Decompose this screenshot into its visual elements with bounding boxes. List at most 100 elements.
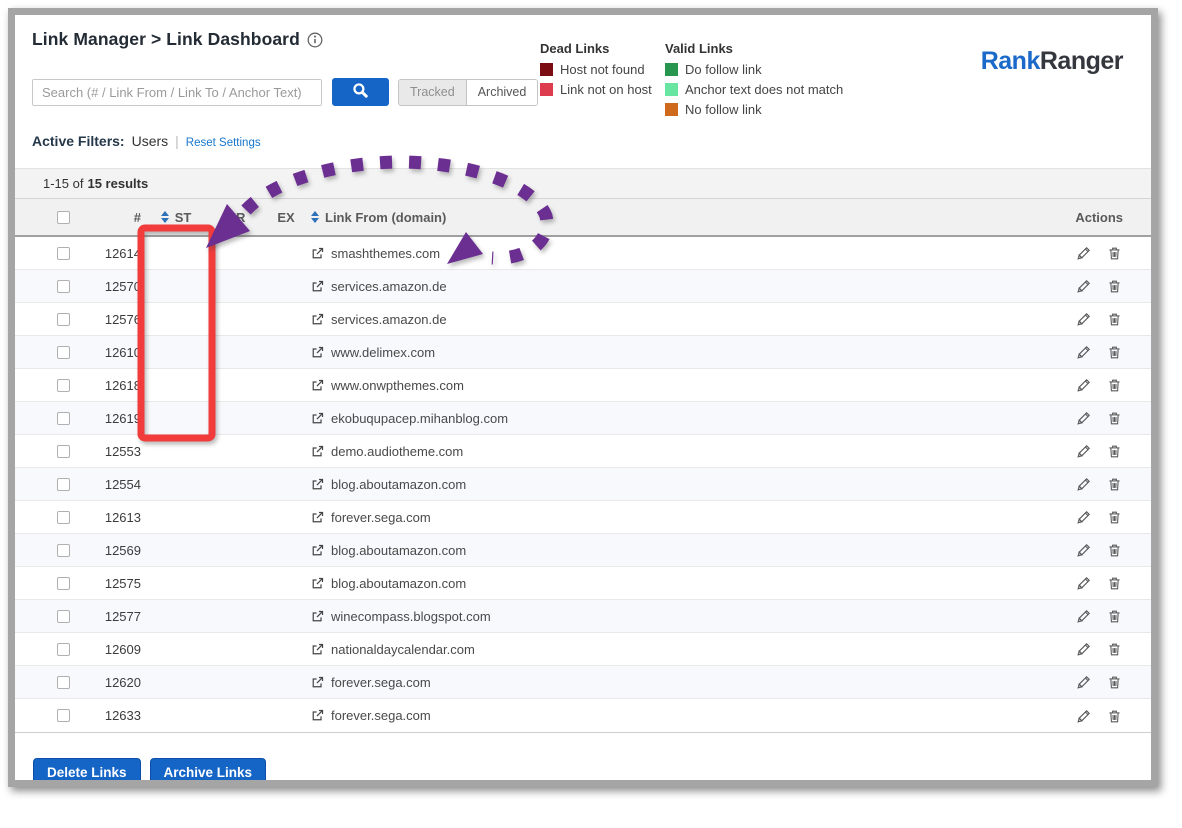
row-id: 12614: [104, 245, 141, 261]
row-checkbox[interactable]: [56, 543, 70, 557]
delete-trash-icon[interactable]: [1107, 575, 1123, 591]
delete-trash-icon[interactable]: [1107, 542, 1123, 558]
edit-pencil-icon[interactable]: [1076, 476, 1092, 492]
domain-text: forever.sega.com: [331, 509, 431, 525]
link-from-link[interactable]: www.onwpthemes.com: [311, 378, 1013, 393]
results-count-bold: 15 results: [87, 176, 149, 191]
row-checkbox[interactable]: [56, 642, 70, 656]
domain-text: ekobuqupacep.mihanblog.com: [331, 410, 509, 426]
external-link-icon: [311, 445, 324, 458]
link-from-link[interactable]: nationaldaycalendar.com: [311, 642, 1013, 657]
legend-label: No follow link: [685, 101, 762, 117]
domain-text: services.amazon.de: [331, 311, 447, 327]
row-checkbox[interactable]: [56, 510, 70, 524]
table-row: 12618 www.onwpthemes.com: [15, 369, 1151, 402]
row-checkbox[interactable]: [56, 378, 70, 392]
edit-pencil-icon[interactable]: [1076, 245, 1092, 261]
edit-pencil-icon[interactable]: [1076, 410, 1092, 426]
column-link-from-label: Link From (domain): [325, 209, 447, 225]
edit-pencil-icon[interactable]: [1076, 575, 1092, 591]
delete-trash-icon[interactable]: [1107, 377, 1123, 393]
external-link-icon: [311, 478, 324, 491]
external-link-icon: [311, 544, 324, 557]
row-checkbox[interactable]: [56, 411, 70, 425]
link-from-link[interactable]: forever.sega.com: [311, 510, 1013, 525]
edit-pencil-icon[interactable]: [1076, 708, 1092, 724]
legend-label: Anchor text does not match: [685, 81, 844, 97]
delete-trash-icon[interactable]: [1107, 509, 1123, 525]
external-link-icon: [311, 412, 324, 425]
edit-pencil-icon[interactable]: [1076, 278, 1092, 294]
delete-trash-icon[interactable]: [1107, 641, 1123, 657]
link-from-link[interactable]: services.amazon.de: [311, 312, 1013, 327]
legend-label: Link not on host: [560, 81, 652, 97]
table-row: 12554 blog.aboutamazon.com: [15, 468, 1151, 501]
column-link-from-sort[interactable]: Link From (domain): [311, 210, 1013, 225]
row-checkbox[interactable]: [56, 312, 70, 326]
select-all-checkbox[interactable]: [56, 210, 70, 224]
toggle-tracked[interactable]: Tracked: [399, 79, 466, 105]
row-checkbox[interactable]: [56, 709, 70, 722]
search-button[interactable]: [332, 78, 389, 106]
link-from-link[interactable]: blog.aboutamazon.com: [311, 543, 1013, 558]
edit-pencil-icon[interactable]: [1076, 377, 1092, 393]
row-checkbox[interactable]: [56, 279, 70, 293]
footer-actions: Delete Links Archive Links: [15, 733, 1151, 780]
reset-settings-link[interactable]: Reset Settings: [185, 137, 261, 149]
link-from-link[interactable]: forever.sega.com: [311, 708, 1013, 723]
delete-trash-icon[interactable]: [1107, 608, 1123, 624]
table-row: 12569 blog.aboutamazon.com: [15, 534, 1151, 567]
delete-links-button[interactable]: Delete Links: [33, 758, 141, 780]
link-from-link[interactable]: winecompass.blogspot.com: [311, 609, 1013, 624]
results-count-bar: 1-15 of 15 results: [15, 168, 1151, 199]
search-input[interactable]: [32, 78, 322, 106]
delete-trash-icon[interactable]: [1107, 476, 1123, 492]
edit-pencil-icon[interactable]: [1076, 443, 1092, 459]
link-from-link[interactable]: forever.sega.com: [311, 675, 1013, 690]
delete-trash-icon[interactable]: [1107, 674, 1123, 690]
link-from-link[interactable]: www.delimex.com: [311, 345, 1013, 360]
active-filters-label: Active Filters:: [32, 133, 125, 149]
link-from-link[interactable]: blog.aboutamazon.com: [311, 576, 1013, 591]
row-checkbox[interactable]: [56, 345, 70, 359]
link-from-link[interactable]: smashthemes.com: [311, 246, 1013, 261]
row-id: 12618: [104, 377, 141, 393]
edit-pencil-icon[interactable]: [1076, 542, 1092, 558]
column-actions: Actions: [1075, 209, 1123, 225]
delete-trash-icon[interactable]: [1107, 344, 1123, 360]
external-link-icon: [311, 610, 324, 623]
table-body: 12614 smashthemes.com: [15, 237, 1151, 733]
archive-links-button[interactable]: Archive Links: [149, 758, 267, 780]
row-checkbox[interactable]: [56, 675, 70, 689]
row-checkbox[interactable]: [56, 444, 70, 458]
delete-trash-icon[interactable]: [1107, 410, 1123, 426]
row-checkbox[interactable]: [56, 609, 70, 623]
edit-pencil-icon[interactable]: [1076, 674, 1092, 690]
link-from-link[interactable]: services.amazon.de: [311, 279, 1013, 294]
delete-trash-icon[interactable]: [1107, 278, 1123, 294]
edit-pencil-icon[interactable]: [1076, 311, 1092, 327]
row-checkbox[interactable]: [56, 477, 70, 491]
swatch-no-follow-icon: [665, 102, 678, 116]
edit-pencil-icon[interactable]: [1076, 509, 1092, 525]
info-icon[interactable]: [307, 32, 323, 48]
edit-pencil-icon[interactable]: [1076, 641, 1092, 657]
edit-pencil-icon[interactable]: [1076, 344, 1092, 360]
table-row: 12633 forever.sega.com: [15, 699, 1151, 732]
edit-pencil-icon[interactable]: [1076, 608, 1092, 624]
delete-trash-icon[interactable]: [1107, 708, 1123, 724]
external-link-icon: [311, 709, 324, 722]
row-checkbox[interactable]: [56, 576, 70, 590]
link-from-link[interactable]: ekobuqupacep.mihanblog.com: [311, 411, 1013, 426]
link-from-link[interactable]: blog.aboutamazon.com: [311, 477, 1013, 492]
column-st-sort[interactable]: ST: [160, 210, 191, 225]
table-row: 12619 ekobuqupacep.mihanblog.com: [15, 402, 1151, 435]
delete-trash-icon[interactable]: [1107, 245, 1123, 261]
delete-trash-icon[interactable]: [1107, 443, 1123, 459]
table-header: # ST UR EX Link From (domain) Actions: [15, 199, 1151, 237]
toggle-archived[interactable]: Archived: [465, 79, 538, 105]
sort-icon: [311, 211, 319, 223]
row-checkbox[interactable]: [56, 246, 70, 260]
delete-trash-icon[interactable]: [1107, 311, 1123, 327]
link-from-link[interactable]: demo.audiotheme.com: [311, 444, 1013, 459]
